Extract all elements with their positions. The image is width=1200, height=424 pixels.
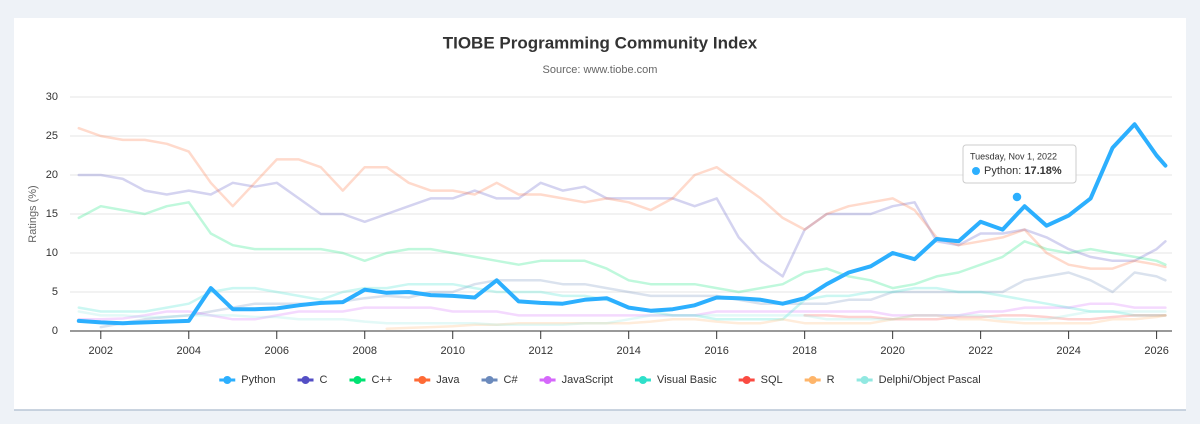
y-tick-label: 10 (46, 247, 58, 259)
legend-symbol (808, 376, 817, 384)
series-line (803, 314, 1167, 321)
legend-label: Visual Basic (657, 374, 717, 386)
series-line (77, 126, 1167, 270)
legend-item[interactable]: C# (481, 374, 519, 386)
tooltip-value: 17.18% (1024, 165, 1062, 177)
legend-symbol (860, 376, 869, 384)
y-tick-label: 5 (52, 286, 58, 298)
tooltip: Tuesday, Nov 1, 2022 Python: 17.18% (962, 144, 1077, 184)
x-tick-label: 2020 (880, 345, 904, 357)
y-tick-label: 15 (46, 208, 58, 220)
legend-label: Java (436, 374, 460, 386)
series-line (99, 271, 1167, 329)
legend: Python C C++ Java C# JavaScript Visual Basic SQ… (219, 374, 981, 386)
plot-area (76, 122, 1168, 330)
legend-label: Delphi/Object Pascal (879, 374, 981, 386)
x-tick-label: 2018 (792, 345, 816, 357)
y-tick-label: 0 (52, 325, 58, 337)
series-line (77, 310, 1167, 327)
legend-item[interactable]: R (804, 374, 835, 386)
x-tick-label: 2014 (616, 345, 640, 357)
legend-symbol (638, 376, 647, 384)
legend-label: JavaScript (562, 374, 613, 386)
legend-item[interactable]: Delphi/Object Pascal (856, 374, 981, 386)
x-tick-label: 2012 (528, 345, 552, 357)
tooltip-date: Tuesday, Nov 1, 2022 (970, 151, 1057, 161)
x-tick-label: 2024 (1056, 345, 1080, 357)
legend-item[interactable]: C++ (349, 374, 392, 386)
hover-marker (1011, 191, 1023, 203)
series-line (77, 201, 1167, 294)
legend-item[interactable]: Java (414, 374, 460, 386)
chart-subtitle: Source: www.tiobe.com (543, 64, 658, 76)
legend-symbol (485, 376, 494, 384)
legend-label: SQL (761, 374, 783, 386)
legend-item[interactable]: SQL (738, 374, 783, 386)
legend-label: R (827, 374, 835, 386)
y-tick-label: 30 (46, 91, 58, 103)
legend-item[interactable]: Visual Basic (634, 374, 717, 386)
series-line (385, 314, 1167, 330)
x-tick-label: 2008 (353, 345, 377, 357)
legend-symbol (543, 376, 552, 384)
legend-symbol (418, 376, 427, 384)
series-line (77, 302, 1167, 321)
legend-symbol (353, 376, 362, 384)
x-tick-label: 2016 (704, 345, 728, 357)
legend-item[interactable]: Python (219, 374, 276, 386)
x-tick-label: 2022 (968, 345, 992, 357)
y-axis-title: Ratings (%) (27, 185, 39, 242)
legend-label: C (320, 374, 328, 386)
legend-symbol (301, 376, 310, 384)
x-tick-label: 2010 (440, 345, 464, 357)
tooltip-text: Python: 17.18% (984, 165, 1062, 177)
x-tick-label: 2004 (177, 345, 201, 357)
legend-label: C# (504, 374, 519, 386)
y-tick-label: 20 (46, 169, 58, 181)
legend-label: C++ (371, 374, 392, 386)
legend-item[interactable]: C (297, 374, 328, 386)
x-tick-label: 2026 (1144, 345, 1168, 357)
legend-symbol (742, 376, 751, 384)
legend-label: Python (241, 374, 275, 386)
tooltip-label: Python: (984, 165, 1021, 177)
y-tick-label: 25 (46, 130, 58, 142)
legend-item[interactable]: JavaScript (539, 374, 613, 386)
legend-symbol (223, 376, 232, 384)
series-line (77, 173, 1167, 278)
chart-title: TIOBE Programming Community Index (443, 33, 758, 52)
x-tick-label: 2006 (265, 345, 289, 357)
x-tick-label: 2002 (89, 345, 113, 357)
tooltip-symbol (972, 167, 980, 175)
tooltip-box (962, 144, 1077, 184)
series-line (76, 122, 1168, 326)
